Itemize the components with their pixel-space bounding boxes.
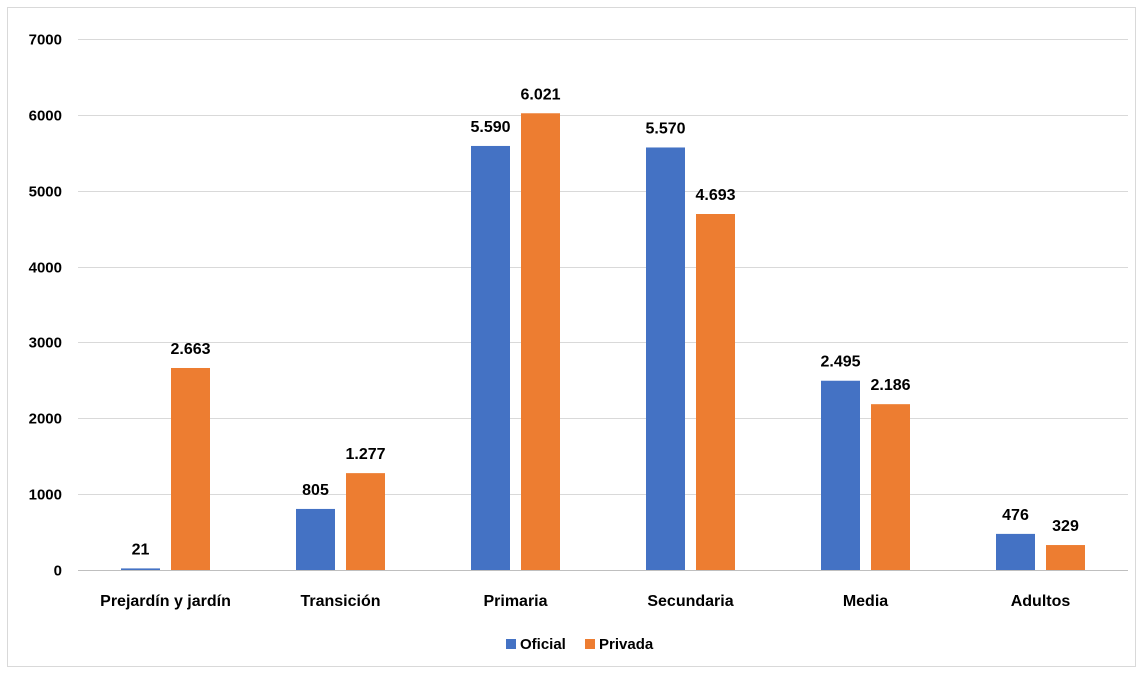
- bar-oficial-2: [471, 145, 510, 571]
- data-label-oficial-0: 21: [132, 541, 150, 558]
- bar-privada-3: [696, 214, 735, 570]
- y-tick-label: 4000: [29, 260, 62, 277]
- data-label-oficial-3: 5.570: [645, 120, 685, 137]
- y-tick-label: 2000: [29, 411, 62, 428]
- bar-privada-0: [171, 367, 210, 570]
- x-category-label: Adultos: [1011, 593, 1071, 610]
- y-axis-tick-labels: 0 1000 2000 3000 4000 5000 6000 7000: [29, 32, 62, 580]
- x-category-label: Media: [843, 593, 888, 610]
- chart-frame: [7, 7, 1136, 667]
- legend-label-oficial: Oficial: [520, 636, 566, 653]
- y-tick-label: 6000: [29, 108, 62, 125]
- data-label-privada-4: 2.186: [870, 377, 910, 394]
- data-label-oficial-2: 5.590: [470, 119, 510, 136]
- gridlines: [78, 39, 1128, 495]
- data-label-privada-1: 1.277: [345, 446, 385, 463]
- bar-oficial-1: [296, 508, 335, 570]
- legend-swatch-oficial: [506, 639, 516, 649]
- x-category-label: Primaria: [483, 593, 547, 610]
- legend-label-privada: Privada: [599, 636, 654, 653]
- x-category-label: Prejardín y jardín: [100, 593, 231, 610]
- bars: [121, 113, 1085, 571]
- bar-privada-2: [521, 113, 560, 570]
- bar-privada-5: [1046, 545, 1085, 570]
- legend: Oficial Privada: [506, 636, 654, 653]
- y-tick-label: 7000: [29, 32, 62, 49]
- x-axis-category-labels: Prejardín y jardín Transición Primaria Secu…: [100, 593, 1070, 610]
- data-label-privada-3: 4.693: [695, 187, 735, 204]
- data-label-oficial-5: 476: [1002, 507, 1029, 524]
- bar-oficial-4: [821, 380, 860, 570]
- y-tick-label: 5000: [29, 184, 62, 201]
- bar-privada-4: [871, 404, 910, 570]
- y-tick-label: 1000: [29, 487, 62, 504]
- x-category-label: Secundaria: [647, 593, 733, 610]
- bar-oficial-3: [646, 147, 685, 570]
- bar-oficial-5: [996, 533, 1035, 570]
- y-tick-label: 3000: [29, 335, 62, 352]
- data-label-oficial-4: 2.495: [820, 354, 860, 371]
- y-tick-label: 0: [54, 563, 62, 580]
- data-label-privada-5: 329: [1052, 518, 1079, 535]
- data-label-oficial-1: 805: [302, 482, 329, 499]
- x-category-label: Transición: [300, 593, 380, 610]
- data-label-privada-0: 2.663: [170, 341, 210, 358]
- bar-privada-1: [346, 473, 385, 570]
- data-labels: 21 2.663 805 1.277 5.590 6.021 5.570 4.693 2.495…: [132, 86, 1079, 558]
- legend-swatch-privada: [585, 639, 595, 649]
- bar-oficial-0: [121, 568, 160, 570]
- data-label-privada-2: 6.021: [520, 86, 560, 103]
